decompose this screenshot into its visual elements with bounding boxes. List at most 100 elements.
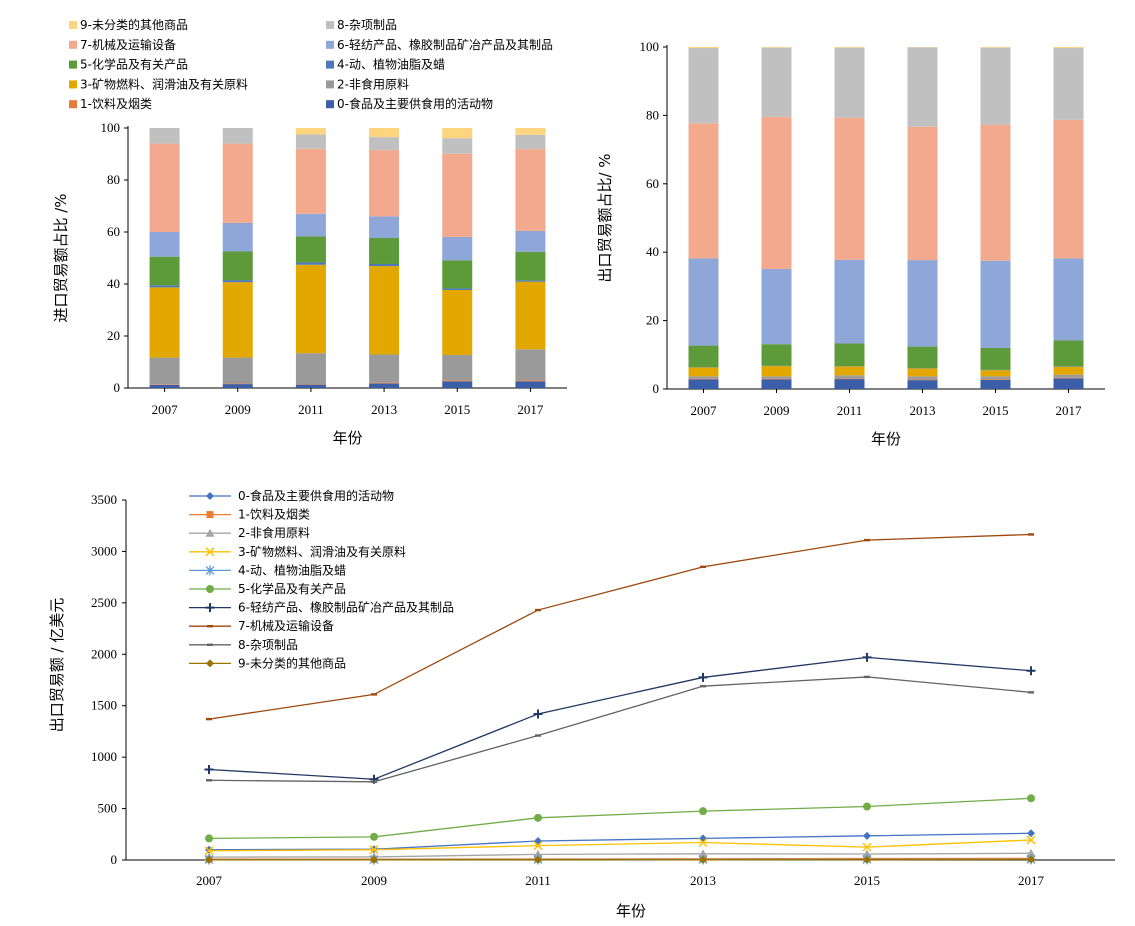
import-bar-segment-5-2013	[369, 237, 400, 264]
export-bar-segment-3-2009	[761, 366, 792, 377]
line-point-7-2015	[864, 538, 870, 542]
line-y-axis-title: 出口贸易额 / 亿美元	[48, 598, 66, 733]
import-bar-segment-1-2009	[222, 383, 253, 385]
line-point-3-2011	[533, 841, 543, 851]
line-legend-label-0: 0-食品及主要供食用的活动物	[238, 488, 394, 503]
line-legend-marker-8	[207, 643, 213, 646]
import-legend-swatch-8	[326, 21, 334, 29]
import-bar-segment-3-2017	[515, 281, 546, 350]
import-bar-segment-2-2011	[295, 353, 326, 385]
export-y-tick-label: 20	[646, 313, 659, 328]
line-point-5-2011	[534, 813, 542, 822]
export-bar-segment-0-2013	[907, 380, 938, 389]
export-x-tick-label: 2011	[837, 403, 863, 418]
import-legend-swatch-9	[69, 21, 77, 29]
line-point-6-2015	[862, 652, 872, 662]
import-bar-segment-7-2017	[515, 149, 546, 231]
import-legend-label-1: 1-饮料及烟类	[80, 97, 152, 111]
line-legend-marker-0	[206, 492, 214, 500]
import-legend-swatch-0	[326, 100, 334, 109]
import-y-tick-label: 100	[101, 120, 121, 135]
export-bar-segment-1-2015	[980, 379, 1011, 380]
export-bar-segment-5-2009	[761, 344, 792, 366]
export-bar-segment-8-2017	[1053, 48, 1084, 120]
line-x-tick-label: 2013	[690, 873, 716, 888]
export-x-tick-label: 2009	[764, 403, 790, 418]
line-y-tick-label: 3000	[91, 543, 117, 558]
line-legend-label-4: 4-动、植物油脂及蜡	[238, 562, 346, 577]
import-legend-swatch-3	[69, 80, 77, 89]
import-bar-segment-8-2011	[295, 134, 326, 149]
import-bar-segment-9-2015	[442, 128, 473, 139]
export-bar-segment-6-2007	[688, 258, 719, 346]
import-legend-label-0: 0-食品及主要供食用的活动物	[337, 96, 493, 111]
export-bar-segment-7-2011	[834, 117, 865, 260]
import-bar-segment-4-2013	[369, 263, 400, 267]
export-bar-segment-9-2011	[834, 47, 865, 48]
line-x-tick-label: 2015	[854, 873, 880, 888]
line-legend-marker-2	[205, 528, 215, 537]
export-bar-segment-3-2017	[1053, 366, 1084, 375]
line-point-5-2007	[205, 834, 213, 843]
export-bar-segment-2-2013	[907, 376, 938, 380]
import-bar-segment-1-2013	[369, 382, 400, 384]
export-share-chart: 0 20 40 60 80 100 2007 2009 2011 2013 2015 2017 年份 出口…	[596, 39, 1105, 448]
import-bar-segment-7-2013	[369, 150, 400, 217]
export-x-axis-title: 年份	[871, 430, 901, 448]
export-y-axis-title: 出口贸易额占比/ %	[596, 153, 614, 282]
export-bar-segment-6-2017	[1053, 258, 1084, 341]
export-x-tick-label: 2017	[1056, 403, 1083, 418]
import-x-axis-title: 年份	[332, 429, 362, 447]
import-bar-segment-3-2007	[149, 287, 180, 358]
import-bar-segment-6-2011	[295, 213, 326, 237]
import-legend-label-8: 8-杂项制品	[337, 18, 397, 32]
import-legend-swatch-7	[69, 40, 77, 49]
import-x-tick-label: 2007	[152, 402, 179, 417]
import-x-tick-label: 2009	[225, 402, 251, 417]
line-series-7	[208, 533, 1032, 720]
import-x-tick-label: 2015	[444, 402, 470, 417]
line-legend-label-8: 8-杂项制品	[238, 638, 298, 652]
line-y-tick-label: 1500	[91, 698, 117, 713]
line-point-3-2015	[862, 842, 872, 852]
line-series-5	[208, 797, 1032, 840]
import-bar-segment-4-2015	[442, 288, 473, 290]
import-bar-segment-0-2015	[442, 381, 473, 388]
export-bar-segment-8-2015	[980, 47, 1011, 125]
line-series-6	[208, 656, 1032, 780]
export-bar-segment-2-2007	[688, 376, 719, 379]
import-bar-segment-2-2013	[369, 354, 400, 383]
import-bar-segment-3-2011	[295, 264, 326, 354]
export-y-tick-label: 40	[646, 244, 659, 259]
import-bar-segment-0-2011	[295, 384, 326, 388]
import-bar-segment-9-2013	[369, 128, 400, 138]
export-bar-segment-1-2013	[907, 379, 938, 381]
import-legend-swatch-2	[326, 80, 334, 89]
line-y-tick-label: 2000	[91, 646, 117, 661]
line-legend-marker-9	[206, 659, 214, 668]
export-bar-segment-2-2015	[980, 376, 1011, 380]
export-bar-segment-1-2017	[1053, 377, 1084, 379]
line-point-6-2011	[533, 709, 543, 719]
export-bar-segment-0-2017	[1053, 378, 1084, 389]
line-point-8-2017	[1028, 691, 1034, 694]
line-point-7-2011	[535, 608, 541, 612]
import-bar-segment-6-2015	[442, 236, 473, 261]
line-point-6-2017	[1026, 666, 1036, 676]
import-legend-swatch-6	[326, 40, 334, 49]
line-point-3-2009	[369, 845, 379, 855]
import-bar-segment-5-2011	[295, 236, 326, 263]
line-point-9-2011	[534, 855, 542, 864]
import-bar-segment-1-2011	[295, 384, 326, 385]
line-point-9-2007	[205, 855, 213, 864]
import-bar-segment-0-2017	[515, 381, 546, 388]
line-legend-marker-3	[205, 547, 215, 557]
line-point-9-2017	[1027, 855, 1035, 864]
line-legend-label-7: 7-机械及运输设备	[238, 618, 334, 633]
line-point-0-2015	[863, 831, 871, 840]
import-legend-label-6: 6-轻纺产品、橡胶制品矿冶产品及其制品	[337, 37, 553, 52]
line-y-tick-label: 1000	[91, 749, 117, 764]
export-bar-segment-2-2009	[761, 376, 792, 379]
line-point-8-2009	[371, 780, 377, 784]
